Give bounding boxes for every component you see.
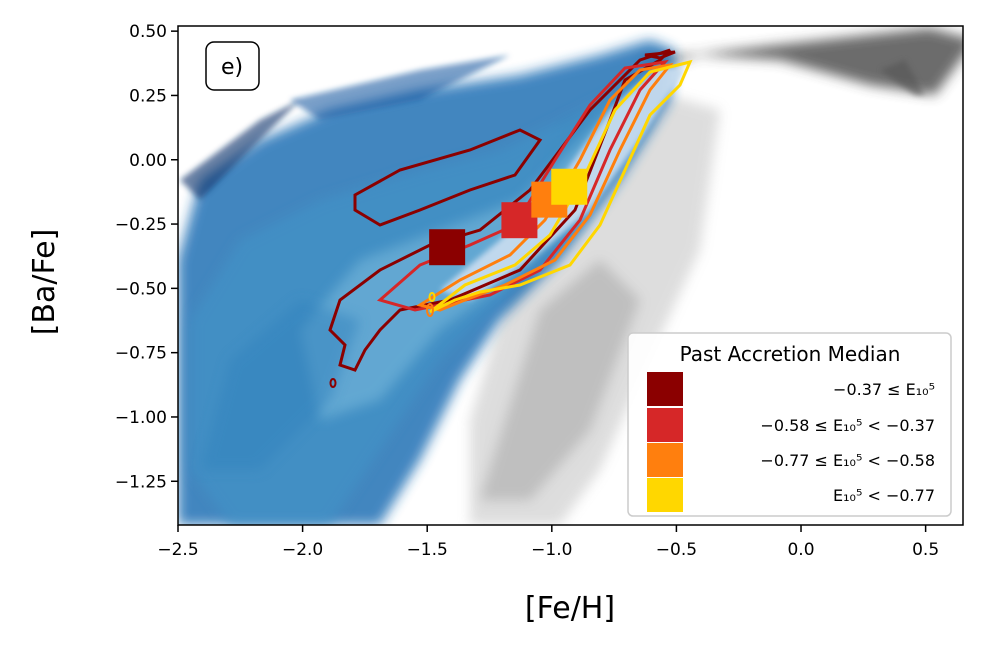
y-axis-title: [Ba/Fe]: [27, 229, 62, 336]
legend-swatch-4: [647, 478, 683, 512]
median-markers: [429, 168, 588, 266]
legend: Past Accretion Median −0.37 ≤ E₁₀⁵ −0.58 …: [627, 332, 952, 517]
contour-small-1: [329, 378, 337, 388]
y-tick-label: −1.25: [115, 472, 167, 492]
legend-label-4: E₁₀⁵ < −0.77: [833, 486, 935, 505]
x-tick-label: −2.0: [282, 540, 323, 560]
x-axis-ticks: −2.5 −2.0 −1.5 −1.0 −0.5 0.0 0.5: [157, 525, 939, 560]
legend-title: Past Accretion Median: [680, 342, 901, 366]
y-tick-label: −0.75: [115, 344, 167, 364]
x-tick-label: −2.5: [157, 540, 198, 560]
y-tick-label: 0.00: [129, 151, 167, 171]
legend-items: −0.37 ≤ E₁₀⁵ −0.58 ≤ E₁₀⁵ < −0.37 −0.77 ≤ …: [647, 372, 935, 512]
contour-series-4: [429, 59, 693, 314]
contour-series-1b: [644, 50, 676, 60]
y-axis-ticks: 0.50 0.25 0.00 −0.25 −0.50 −0.75 −1.00 −1.25: [115, 22, 178, 492]
x-tick-label: −1.5: [407, 540, 448, 560]
x-tick-label: 0.5: [912, 540, 939, 560]
y-tick-label: −0.50: [115, 279, 167, 299]
legend-swatch-2: [647, 408, 683, 442]
x-axis-title: [Fe/H]: [525, 591, 615, 626]
median-marker-1: [429, 229, 466, 266]
y-tick-label: 0.25: [129, 86, 167, 106]
legend-label-2: −0.58 ≤ E₁₀⁵ < −0.37: [760, 416, 935, 435]
plot-frame: [177, 25, 964, 526]
legend-swatch-3: [647, 443, 683, 477]
y-tick-label: −0.25: [115, 215, 167, 235]
panel-label-box: e): [205, 41, 260, 91]
legend-frame: [627, 332, 952, 517]
contour-small-2: [426, 303, 434, 317]
legend-swatch-1: [647, 372, 683, 406]
x-tick-label: −0.5: [656, 540, 697, 560]
x-tick-label: 0.0: [787, 540, 814, 560]
panel-label: e): [221, 55, 243, 80]
y-tick-label: −1.00: [115, 408, 167, 428]
y-tick-label: 0.50: [129, 22, 167, 42]
contour-small-3: [428, 292, 436, 302]
median-marker-4: [551, 168, 588, 205]
legend-label-1: −0.37 ≤ E₁₀⁵: [833, 380, 935, 399]
x-tick-label: −1.0: [531, 540, 572, 560]
legend-label-3: −0.77 ≤ E₁₀⁵ < −0.58: [760, 451, 935, 470]
